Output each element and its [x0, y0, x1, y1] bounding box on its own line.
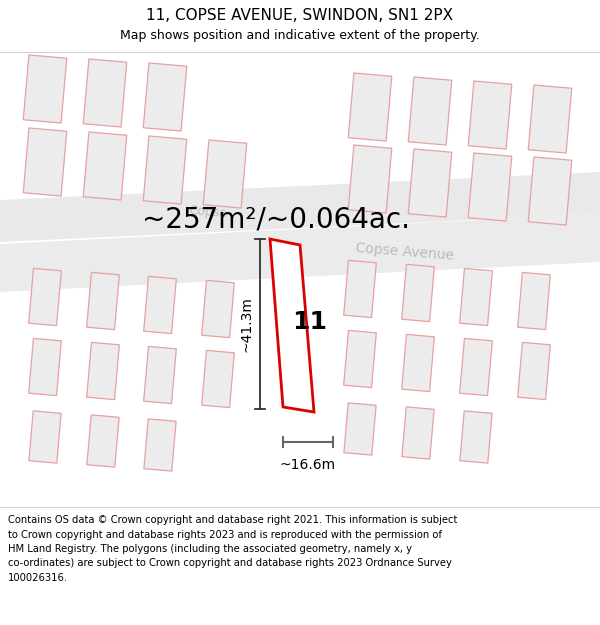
Text: co-ordinates) are subject to Crown copyright and database rights 2023 Ordnance S: co-ordinates) are subject to Crown copyr… — [8, 559, 452, 569]
Polygon shape — [528, 85, 572, 153]
Polygon shape — [86, 272, 119, 329]
Polygon shape — [144, 419, 176, 471]
Text: Contains OS data © Crown copyright and database right 2021. This information is : Contains OS data © Crown copyright and d… — [8, 515, 457, 525]
Polygon shape — [401, 264, 434, 322]
Polygon shape — [468, 81, 512, 149]
Polygon shape — [23, 55, 67, 123]
Text: ~16.6m: ~16.6m — [280, 458, 336, 472]
Polygon shape — [0, 214, 600, 292]
Polygon shape — [29, 338, 61, 396]
Polygon shape — [460, 411, 492, 463]
Polygon shape — [518, 272, 550, 329]
Polygon shape — [83, 59, 127, 127]
Polygon shape — [143, 276, 176, 334]
Polygon shape — [344, 261, 376, 318]
Polygon shape — [202, 281, 235, 338]
Polygon shape — [83, 132, 127, 200]
Polygon shape — [344, 331, 376, 388]
Polygon shape — [202, 351, 235, 408]
Polygon shape — [270, 239, 314, 412]
Polygon shape — [203, 140, 247, 208]
Text: Copse Avenue: Copse Avenue — [355, 241, 454, 263]
Polygon shape — [143, 63, 187, 131]
Polygon shape — [401, 334, 434, 392]
Polygon shape — [86, 342, 119, 399]
Polygon shape — [468, 153, 512, 221]
Polygon shape — [348, 145, 392, 213]
Polygon shape — [460, 338, 493, 396]
Text: Copse: Copse — [188, 204, 227, 220]
Polygon shape — [408, 149, 452, 217]
Text: Map shows position and indicative extent of the property.: Map shows position and indicative extent… — [120, 29, 480, 42]
Polygon shape — [518, 342, 550, 399]
Polygon shape — [348, 73, 392, 141]
Text: 11, COPSE AVENUE, SWINDON, SN1 2PX: 11, COPSE AVENUE, SWINDON, SN1 2PX — [146, 9, 454, 24]
Text: HM Land Registry. The polygons (including the associated geometry, namely x, y: HM Land Registry. The polygons (includin… — [8, 544, 412, 554]
Polygon shape — [29, 268, 61, 326]
Polygon shape — [402, 407, 434, 459]
Polygon shape — [460, 268, 493, 326]
Polygon shape — [143, 136, 187, 204]
Polygon shape — [344, 403, 376, 455]
Polygon shape — [408, 77, 452, 145]
Text: 11: 11 — [292, 310, 327, 334]
Polygon shape — [29, 411, 61, 463]
Text: to Crown copyright and database rights 2023 and is reproduced with the permissio: to Crown copyright and database rights 2… — [8, 529, 442, 539]
Text: 100026316.: 100026316. — [8, 573, 68, 583]
Polygon shape — [143, 346, 176, 404]
Text: ~257m²/~0.064ac.: ~257m²/~0.064ac. — [142, 206, 410, 234]
Polygon shape — [87, 415, 119, 467]
Text: ~41.3m: ~41.3m — [239, 296, 253, 352]
Polygon shape — [23, 128, 67, 196]
Polygon shape — [0, 172, 600, 242]
Polygon shape — [528, 157, 572, 225]
